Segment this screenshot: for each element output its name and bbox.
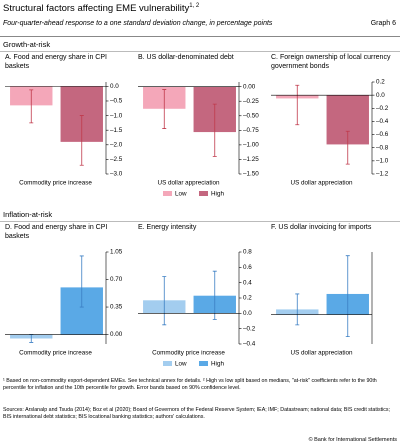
x-tick-label: Commodity price increase xyxy=(152,350,225,357)
y-tick-label: –2.0 xyxy=(110,141,123,148)
y-tick-label: –0.4 xyxy=(376,118,389,125)
sources: Sources: Arslanalp and Tsuda (2014); Boz… xyxy=(3,407,391,420)
y-tick-label: 1.05 xyxy=(110,249,123,256)
panel: D. Food and energy share in CPI baskets 1… xyxy=(2,224,132,379)
y-tick-label: 0.0 xyxy=(243,310,252,317)
graph-number: Graph 6 xyxy=(370,20,396,27)
y-tick-label: –1.25 xyxy=(243,156,259,163)
y-tick-label: –2.5 xyxy=(110,156,123,163)
panel-title: A. Food and energy share in CPI baskets xyxy=(5,54,107,70)
panel-title: F. US dollar invoicing for imports xyxy=(271,224,372,231)
legend-swatch xyxy=(199,191,208,196)
y-tick-label: –1.5 xyxy=(110,127,123,134)
panel: C. Foreign ownership of local currency g… xyxy=(268,54,398,209)
error-bar xyxy=(212,270,217,320)
error-bar xyxy=(162,89,167,129)
title: Structural factors affecting EME vulnera… xyxy=(3,3,199,14)
y-tick-label: 0.35 xyxy=(110,304,123,311)
y-tick-label: –0.50 xyxy=(243,112,259,119)
legend-label: Low xyxy=(175,361,187,368)
legend-label: High xyxy=(211,191,224,198)
legend-swatch xyxy=(163,191,172,196)
y-tick-label: 0.0 xyxy=(376,92,385,99)
footnotes: ¹ Based on non-commodity export-dependen… xyxy=(3,378,377,391)
y-tick-label: –0.4 xyxy=(243,341,256,348)
y-tick-label: 0.0 xyxy=(110,83,119,90)
title-text: Structural factors affecting EME vulnera… xyxy=(3,3,190,15)
y-tick-label: –1.50 xyxy=(243,171,259,178)
legend-label: High xyxy=(211,361,224,368)
section-title: Growth-at-risk xyxy=(3,40,51,49)
panel-title: C. Foreign ownership of local currency g… xyxy=(271,54,391,70)
panel: A. Food and energy share in CPI baskets 0… xyxy=(2,54,132,209)
y-tick-label: –0.6 xyxy=(376,131,389,138)
error-bar xyxy=(295,293,300,326)
error-bar xyxy=(345,130,350,165)
error-bar xyxy=(295,84,300,126)
panel-title: B. US dollar-denominated debt xyxy=(138,54,234,61)
legend-label: Low xyxy=(175,191,187,198)
legend-swatch xyxy=(163,361,172,366)
y-tick-label: –1.2 xyxy=(376,171,389,178)
error-bar xyxy=(345,255,350,338)
chart: 1.05 0.70 0.35 0.00 Commodity price increase xyxy=(5,249,123,357)
section-title: Inflation-at-risk xyxy=(3,210,53,219)
y-tick-label: 0.70 xyxy=(110,276,123,283)
y-tick-label: –0.25 xyxy=(243,98,259,105)
panel-title: E. Energy intensity xyxy=(138,224,197,231)
y-tick-label: –0.2 xyxy=(376,105,389,112)
y-tick-label: 0.6 xyxy=(243,264,252,271)
rule xyxy=(0,51,400,52)
y-tick-label: 0.8 xyxy=(243,249,252,256)
y-tick-label: –0.8 xyxy=(376,144,389,151)
x-tick-label: US dollar appreciation xyxy=(158,180,220,187)
legend-swatch xyxy=(199,361,208,366)
x-tick-label: US dollar appreciation xyxy=(291,180,353,187)
error-bar xyxy=(162,276,167,326)
y-tick-label: –0.5 xyxy=(110,98,123,105)
chart: US dollar appreciation xyxy=(271,252,373,357)
y-tick-label: 0.4 xyxy=(243,279,252,286)
y-tick-label: –1.00 xyxy=(243,142,259,149)
x-tick-label: Commodity price increase xyxy=(19,180,92,187)
panel: E. Energy intensity 0.8 0.6 0.4 0.2 0.0 –0.2 –0… xyxy=(135,224,265,379)
x-tick-label: Commodity price increase xyxy=(19,350,92,357)
error-bar xyxy=(212,103,217,157)
error-bar xyxy=(79,255,84,308)
chart: 0.0 –0.5 –1.0 –1.5 –2.0 –2.5 –3.0 Commodity pri… xyxy=(5,82,123,187)
panel: F. US dollar invoicing for imports US dol… xyxy=(268,224,398,379)
subtitle: Four-quarter-ahead response to a one sta… xyxy=(3,20,273,27)
y-tick-label: –1.0 xyxy=(376,158,389,165)
chart: 0.8 0.6 0.4 0.2 0.0 –0.2 –0.4 Commodity price i… xyxy=(138,249,256,368)
error-bar xyxy=(79,115,84,166)
error-bar xyxy=(29,89,34,124)
title-note: 1, 2 xyxy=(189,3,200,9)
rule xyxy=(0,221,400,222)
x-tick-label: US dollar appreciation xyxy=(291,350,353,357)
chart: 0.00 –0.25 –0.50 –0.75 –1.00 –1.25 –1.50 US dol… xyxy=(138,82,259,198)
y-tick-label: 0.2 xyxy=(243,295,252,302)
y-tick-label: 0.2 xyxy=(376,79,385,86)
y-tick-label: –1.0 xyxy=(110,112,123,119)
panel: B. US dollar-denominated debt 0.00 –0.25 –0… xyxy=(135,54,265,209)
panel-title: D. Food and energy share in CPI baskets xyxy=(5,224,108,240)
chart: 0.2 0.0 –0.2 –0.4 –0.6 –0.8 –1.0 –1.2 US dollar … xyxy=(271,79,389,187)
y-tick-label: 0.00 xyxy=(110,331,123,338)
copyright: © Bank for International Settlements xyxy=(308,437,397,443)
y-tick-label: –0.75 xyxy=(243,127,259,134)
y-tick-label: –0.2 xyxy=(243,325,256,332)
rule xyxy=(0,36,400,37)
y-tick-label: –3.0 xyxy=(110,171,123,178)
y-tick-label: 0.00 xyxy=(243,83,256,90)
